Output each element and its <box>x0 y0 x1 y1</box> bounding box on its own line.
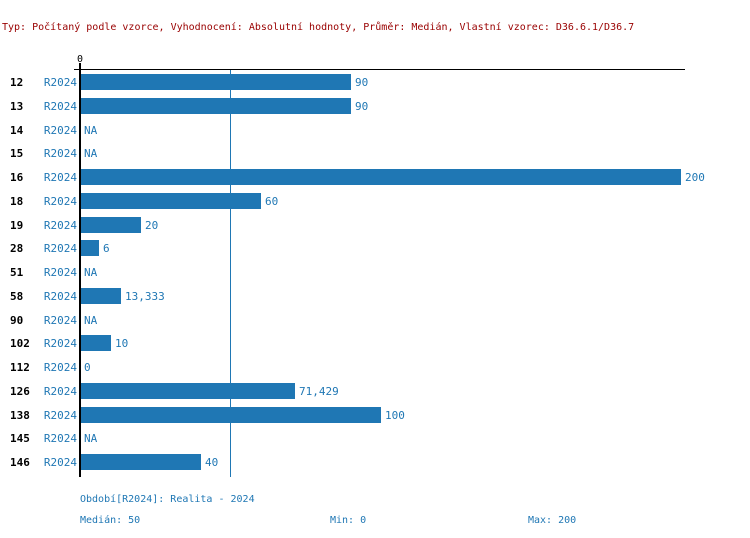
chart-row: 146 R2024 40 <box>0 450 750 474</box>
row-id-label: 51 <box>10 266 24 279</box>
row-id-label: 13 <box>10 99 24 113</box>
value-bar <box>81 287 121 304</box>
chart-rows: 12 R2024 90 13 R2024 90 14 R2024 NA 15 R2024 NA 16 R2… <box>0 70 750 474</box>
bar-value-label: NA <box>84 147 98 161</box>
row-id-label: 15 <box>10 147 24 161</box>
row-id-label: 112 <box>10 361 30 374</box>
row-id-label: 19 <box>10 218 24 232</box>
row-period-label: R2024 <box>43 147 77 161</box>
chart-row: 102 R2024 10 <box>0 331 750 355</box>
row-period-label: R2024 <box>43 242 77 256</box>
row-period-label: R2024 <box>43 171 77 184</box>
chart-row: 19 R2024 20 <box>0 213 750 237</box>
bar-value-label: 6 <box>103 242 110 256</box>
max-stat-label: Max: 200 <box>528 515 577 526</box>
row-id-label: 90 <box>10 313 24 327</box>
value-bar <box>81 216 141 233</box>
bar-value-label: 200 <box>685 171 705 184</box>
row-id-label: 58 <box>10 289 24 303</box>
row-period-label: R2024 <box>43 337 77 351</box>
chart-row: 126 R2024 71,429 <box>0 379 750 403</box>
bar-value-label: 90 <box>355 76 369 89</box>
bar-value-label: 10 <box>115 337 129 351</box>
period-info-label: Období[R2024]: Realita - 2024 <box>80 494 255 505</box>
row-id-label: 145 <box>10 432 30 446</box>
row-id-label: 18 <box>10 194 24 208</box>
bar-value-label: 71,429 <box>299 384 339 398</box>
bar-value-label: 60 <box>265 194 279 208</box>
row-period-label: R2024 <box>43 384 77 398</box>
chart-row: 18 R2024 60 <box>0 189 750 213</box>
bar-value-label: 90 <box>355 99 369 113</box>
median-reference-line <box>230 70 231 477</box>
chart-row: 14 R2024 NA <box>0 118 750 142</box>
chart-row: 51 R2024 NA <box>0 260 750 284</box>
bar-value-label: 13,333 <box>125 289 165 303</box>
chart-title: Typ: Počítaný podle vzorce, Vyhodnocení:… <box>2 22 635 33</box>
value-bar <box>81 97 351 114</box>
chart-row: 15 R2024 NA <box>0 141 750 165</box>
bar-value-label: NA <box>84 266 98 279</box>
value-bar <box>81 169 681 185</box>
bar-value-label: 40 <box>205 456 219 469</box>
row-period-label: R2024 <box>43 218 77 232</box>
value-bar <box>81 335 111 352</box>
bar-value-label: NA <box>84 432 98 446</box>
value-bar <box>81 240 99 257</box>
median-stat-label: Medián: 50 <box>80 515 141 526</box>
row-period-label: R2024 <box>43 361 77 374</box>
value-bar <box>81 382 295 399</box>
chart-row: 12 R2024 90 <box>0 70 750 94</box>
bar-value-label: 100 <box>385 408 405 422</box>
row-period-label: R2024 <box>43 266 77 279</box>
row-id-label: 146 <box>10 456 30 469</box>
chart-row: 90 R2024 NA <box>0 308 750 332</box>
left-axis-line <box>79 63 81 477</box>
axis-zero-tick-label: 0 <box>76 54 84 65</box>
row-id-label: 16 <box>10 171 24 184</box>
row-id-label: 138 <box>10 408 30 422</box>
bar-value-label: NA <box>84 313 98 327</box>
row-id-label: 102 <box>10 337 30 351</box>
row-id-label: 126 <box>10 384 30 398</box>
value-bar <box>81 74 351 90</box>
row-period-label: R2024 <box>43 313 77 327</box>
chart-row: 16 R2024 200 <box>0 165 750 189</box>
chart-row: 28 R2024 6 <box>0 236 750 260</box>
row-period-label: R2024 <box>43 408 77 422</box>
row-period-label: R2024 <box>43 99 77 113</box>
row-period-label: R2024 <box>43 432 77 446</box>
bar-value-label: 0 <box>84 361 91 374</box>
row-id-label: 28 <box>10 242 24 256</box>
chart-row: 13 R2024 90 <box>0 94 750 118</box>
bar-value-label: NA <box>84 123 98 137</box>
chart-row: 112 R2024 0 <box>0 355 750 379</box>
value-bar <box>81 192 261 209</box>
row-id-label: 14 <box>10 123 24 137</box>
row-id-label: 12 <box>10 76 24 89</box>
row-period-label: R2024 <box>43 123 77 137</box>
chart-row: 58 R2024 13,333 <box>0 284 750 308</box>
top-axis-line <box>74 69 685 70</box>
value-bar <box>81 406 381 423</box>
row-period-label: R2024 <box>43 456 77 469</box>
row-period-label: R2024 <box>43 194 77 208</box>
row-period-label: R2024 <box>43 289 77 303</box>
bar-value-label: 20 <box>145 218 159 232</box>
chart-row: 138 R2024 100 <box>0 403 750 427</box>
chart-row: 145 R2024 NA <box>0 426 750 450</box>
min-stat-label: Min: 0 <box>330 515 367 526</box>
value-bar <box>81 454 201 470</box>
row-period-label: R2024 <box>43 76 77 89</box>
